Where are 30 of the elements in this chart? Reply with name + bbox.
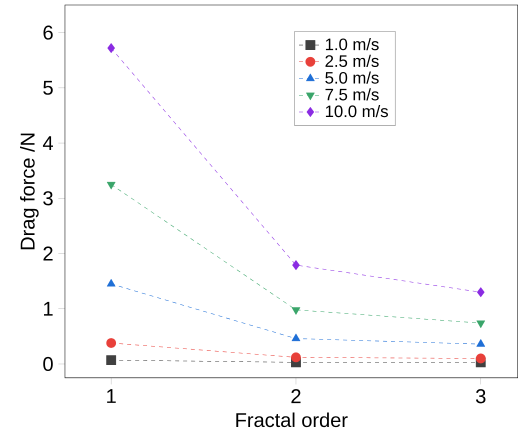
y-axis-title: Drag force /N (20, 134, 39, 250)
point (292, 334, 300, 342)
point (476, 339, 486, 347)
legend-label: 10.0 m/s (326, 105, 388, 118)
point (106, 355, 116, 366)
x-tick-label: 1 (107, 389, 116, 404)
y-tick-label: 5 (43, 80, 53, 95)
y-tick-label: 2 (43, 246, 53, 261)
point (477, 287, 485, 298)
point (292, 307, 300, 315)
point (106, 182, 116, 190)
point (476, 354, 486, 364)
point (106, 279, 116, 287)
x-tick-label: 2 (291, 389, 301, 404)
point (292, 260, 300, 270)
x-axis-title: Fractal order (236, 412, 348, 428)
y-tick-label: 1 (44, 302, 53, 316)
y-tick-label: 3 (43, 191, 53, 206)
y-tick-label: 6 (44, 26, 53, 40)
point (106, 338, 116, 348)
legend-label: 1.0 m/s (326, 38, 379, 50)
y-tick-label: 4 (42, 136, 54, 150)
point (291, 352, 301, 362)
legend-label: 5.0 m/s (325, 72, 379, 84)
x-tick-label: 3 (476, 389, 486, 404)
point (476, 320, 486, 328)
legend-label: 2.5 m/s (326, 54, 379, 68)
legend-label: 7.5 m/s (326, 88, 379, 101)
y-tick-label: 0 (43, 357, 53, 372)
point (107, 43, 115, 54)
